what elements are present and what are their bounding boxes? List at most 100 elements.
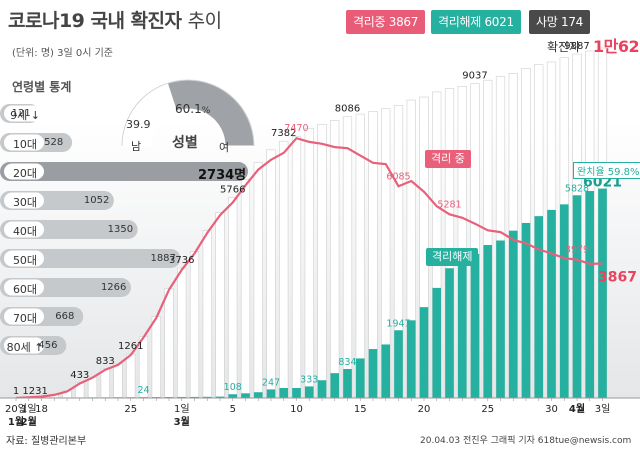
- confirmed-value-label: 433: [70, 370, 89, 381]
- age-value: 668: [55, 311, 75, 322]
- badge-isolation: 격리중 3867: [346, 10, 426, 34]
- confirmed-bar: [291, 136, 302, 399]
- age-label: 60대: [12, 283, 38, 296]
- confirmed-bar: [202, 230, 212, 399]
- x-tick-label: 20: [418, 404, 431, 415]
- age-label: 10대: [12, 138, 38, 151]
- confirmed-value-label: 7382: [271, 128, 296, 139]
- confirmed-value-label: 5766: [220, 184, 245, 195]
- isolation-value-label: 3979: [565, 245, 589, 256]
- x-tick-label: 1일: [21, 403, 37, 415]
- confirmed-value-label: 3736: [169, 255, 194, 266]
- month-label: 2월: [21, 416, 37, 428]
- isolation-callout: 격리 중: [425, 150, 471, 168]
- confirmed-bar: [189, 251, 200, 399]
- confirmed-value-label: 833: [96, 356, 115, 367]
- released-bar: [406, 320, 416, 398]
- released-bar: [266, 389, 276, 398]
- gender-title: 성별: [172, 135, 198, 151]
- unit-note: (단위: 명) 3일 0시 기준: [12, 48, 114, 59]
- age-bar: [0, 249, 181, 268]
- released-bar: [585, 191, 595, 398]
- age-label: 70대: [12, 312, 38, 325]
- confirmed-value-label: 1261: [118, 341, 143, 352]
- x-tick-marks: [15, 398, 603, 401]
- x-tick-label: 15: [354, 404, 367, 415]
- axis-band: [0, 398, 640, 432]
- male-label: 남: [131, 140, 142, 153]
- confirmed-value-label: 8086: [335, 104, 360, 115]
- month-label: 3월: [174, 416, 190, 428]
- released-bar: [445, 268, 454, 398]
- age-value: 1052: [83, 195, 110, 206]
- age-value: 528: [44, 137, 64, 148]
- isolation-value-label: 7470: [284, 123, 308, 134]
- age-label-pill: [4, 192, 44, 209]
- confirmed-value-label: 9887: [564, 41, 589, 52]
- released-bar: [419, 307, 429, 398]
- released-bar: [190, 396, 199, 398]
- released-bar: [292, 387, 301, 398]
- age-value: 1350: [107, 224, 134, 235]
- x-tick-label: 18: [35, 404, 48, 415]
- x-tick-label: 20일: [5, 403, 27, 415]
- confirmed-bar: [164, 288, 174, 399]
- released-value-label: 834: [338, 357, 356, 368]
- confirmed-bar: [266, 149, 276, 399]
- age-value: 121: [11, 108, 31, 119]
- age-value: 2734명: [198, 168, 247, 183]
- age-value: 456: [38, 340, 58, 351]
- released-bar: [496, 240, 505, 398]
- released-bar: [534, 216, 544, 398]
- released-bar: [559, 204, 569, 398]
- age-bar: [0, 162, 248, 181]
- confirmed-bar: [342, 116, 353, 399]
- age-label: 20대: [12, 167, 38, 180]
- age-label: 80세 ↑: [6, 341, 44, 354]
- female-percent: 60.1%: [175, 102, 211, 116]
- released-bar: [432, 287, 442, 398]
- graphic-credit: 20.04.03 전진우 그래픽 기자 618tue@newsis.com: [420, 436, 632, 446]
- confirmed-bar: [100, 368, 110, 399]
- confirmed-value-label: 9037: [462, 71, 487, 82]
- age-label-pill: [4, 221, 44, 238]
- confirmed-bar: [317, 123, 327, 399]
- age-label: 30대: [12, 196, 38, 209]
- released-bar: [470, 253, 480, 398]
- isolation-value-label: 5281: [437, 199, 461, 210]
- released-value-label: 24: [137, 385, 149, 396]
- released-bar: [241, 393, 250, 398]
- released-value-label: 108: [224, 382, 242, 393]
- x-tick-label: 10: [290, 404, 303, 415]
- age-value: 1887: [150, 253, 176, 264]
- x-tick-label: 3일: [595, 403, 611, 415]
- month-label: 1월: [8, 416, 24, 428]
- released-bar: [598, 188, 607, 398]
- age-label-pill: [4, 250, 44, 267]
- x-tick-label: 1일: [174, 403, 190, 415]
- x-tick-label: 25: [481, 404, 494, 415]
- female-label: 여: [219, 141, 230, 154]
- age-value: 1266: [100, 282, 127, 293]
- age-bars: [0, 104, 248, 355]
- released-bars: [24, 188, 607, 398]
- confirmed-bar: [304, 127, 314, 399]
- released-callout: 격리해제: [426, 248, 479, 266]
- confirmed-bar: [151, 316, 161, 399]
- released-bar: [304, 386, 314, 398]
- gender-pie: [121, 79, 255, 147]
- released-bar: [483, 245, 493, 398]
- confirmed-bar: [177, 267, 187, 399]
- age-label-pill: [4, 308, 44, 325]
- released-bar: [368, 349, 378, 398]
- x-tick-label: 25: [124, 404, 137, 415]
- pie-outline: [121, 79, 255, 147]
- confirmed-value-label: 1: [13, 386, 19, 397]
- badge-deaths: 사망 174: [529, 10, 590, 34]
- total-confirmed-value: 1만62명: [593, 37, 640, 56]
- confirmed-bar: [240, 179, 251, 399]
- confirmed-value-label: 12: [22, 386, 35, 397]
- released-bar: [521, 222, 531, 398]
